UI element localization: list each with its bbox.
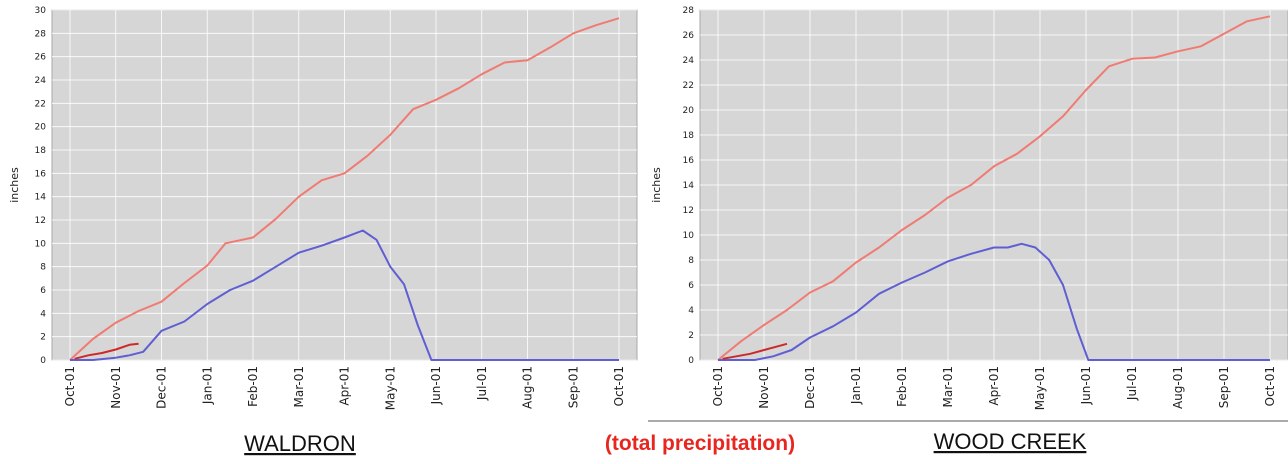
y-axis-title: inches [8,167,21,203]
x-tick-label: Aug-01 [1171,366,1185,409]
y-tick-label: 20 [35,123,47,133]
y-tick-label: 6 [688,281,694,291]
x-tick-label: Nov-01 [757,366,771,409]
x-tick-label: Sep-01 [566,366,580,408]
y-tick-label: 14 [683,181,695,191]
y-tick-label: 2 [40,333,46,343]
x-tick-label: Dec-01 [803,366,817,409]
x-tick-label: Oct-01 [612,366,626,406]
waldron-title: WALDRON [244,431,356,456]
x-tick-label: May-01 [1033,366,1047,410]
y-tick-label: 26 [683,31,695,41]
y-tick-label: 0 [688,356,694,366]
series-line-current [722,342,788,360]
y-tick-label: 12 [35,216,46,226]
y-tick-label: 20 [683,106,695,116]
x-tick-label: Mar-01 [292,366,306,407]
x-tick-label: Jan-01 [849,366,863,405]
y-tick-label: 16 [35,169,47,179]
x-tick-label: Jun-01 [1079,366,1093,405]
y-tick-label: 10 [35,239,47,249]
x-tick-label: Oct-01 [1263,366,1277,406]
x-tick-label: Jun-01 [429,366,443,405]
series-line-precip [69,17,620,361]
x-tick-label: Aug-01 [521,366,535,409]
y-tick-label: 26 [35,53,47,63]
x-tick-label: Feb-01 [246,366,260,407]
x-tick-label: Oct-01 [63,366,77,406]
y-tick-label: 28 [683,6,695,16]
y-tick-label: 0 [40,356,46,366]
x-tick-label: Oct-01 [711,366,725,406]
y-tick-label: 28 [35,29,47,39]
y-tick-label: 8 [40,263,46,273]
y-tick-label: 2 [688,331,694,341]
x-tick-label: Sep-01 [1217,366,1231,408]
x-tick-label: Jan-01 [200,366,214,405]
x-tick-label: Jul-01 [475,366,489,401]
y-tick-label: 22 [683,81,694,91]
series-line-swe [718,242,1270,361]
x-tick-label: Apr-01 [987,366,1001,406]
y-tick-label: 24 [683,56,695,66]
y-axis-title: inches [650,167,663,203]
x-tick-label: Mar-01 [941,366,955,407]
series-line-swe [70,229,619,361]
wood-creek-title: WOOD CREEK [934,429,1087,454]
y-tick-label: 18 [683,131,695,141]
series-line-current [74,342,139,360]
y-tick-label: 4 [688,306,694,316]
y-tick-label: 16 [683,156,695,166]
y-tick-label: 18 [35,146,47,156]
y-tick-label: 8 [688,256,694,266]
y-tick-label: 14 [35,193,47,203]
y-tick-label: 6 [40,286,46,296]
caption-total-precipitation: (total precipitation) [605,432,795,455]
y-tick-label: 10 [683,231,695,241]
x-tick-label: Apr-01 [338,366,352,406]
x-tick-label: Nov-01 [109,366,123,409]
x-tick-label: Jul-01 [1125,366,1139,401]
x-tick-label: May-01 [383,366,397,410]
x-tick-label: Feb-01 [895,366,909,407]
y-tick-label: 12 [683,206,694,216]
y-tick-label: 22 [35,99,46,109]
x-tick-label: Dec-01 [155,366,169,409]
y-tick-label: 24 [35,76,47,86]
y-tick-label: 4 [40,309,46,319]
y-tick-label: 30 [35,6,47,16]
series-line-precip [717,15,1271,361]
